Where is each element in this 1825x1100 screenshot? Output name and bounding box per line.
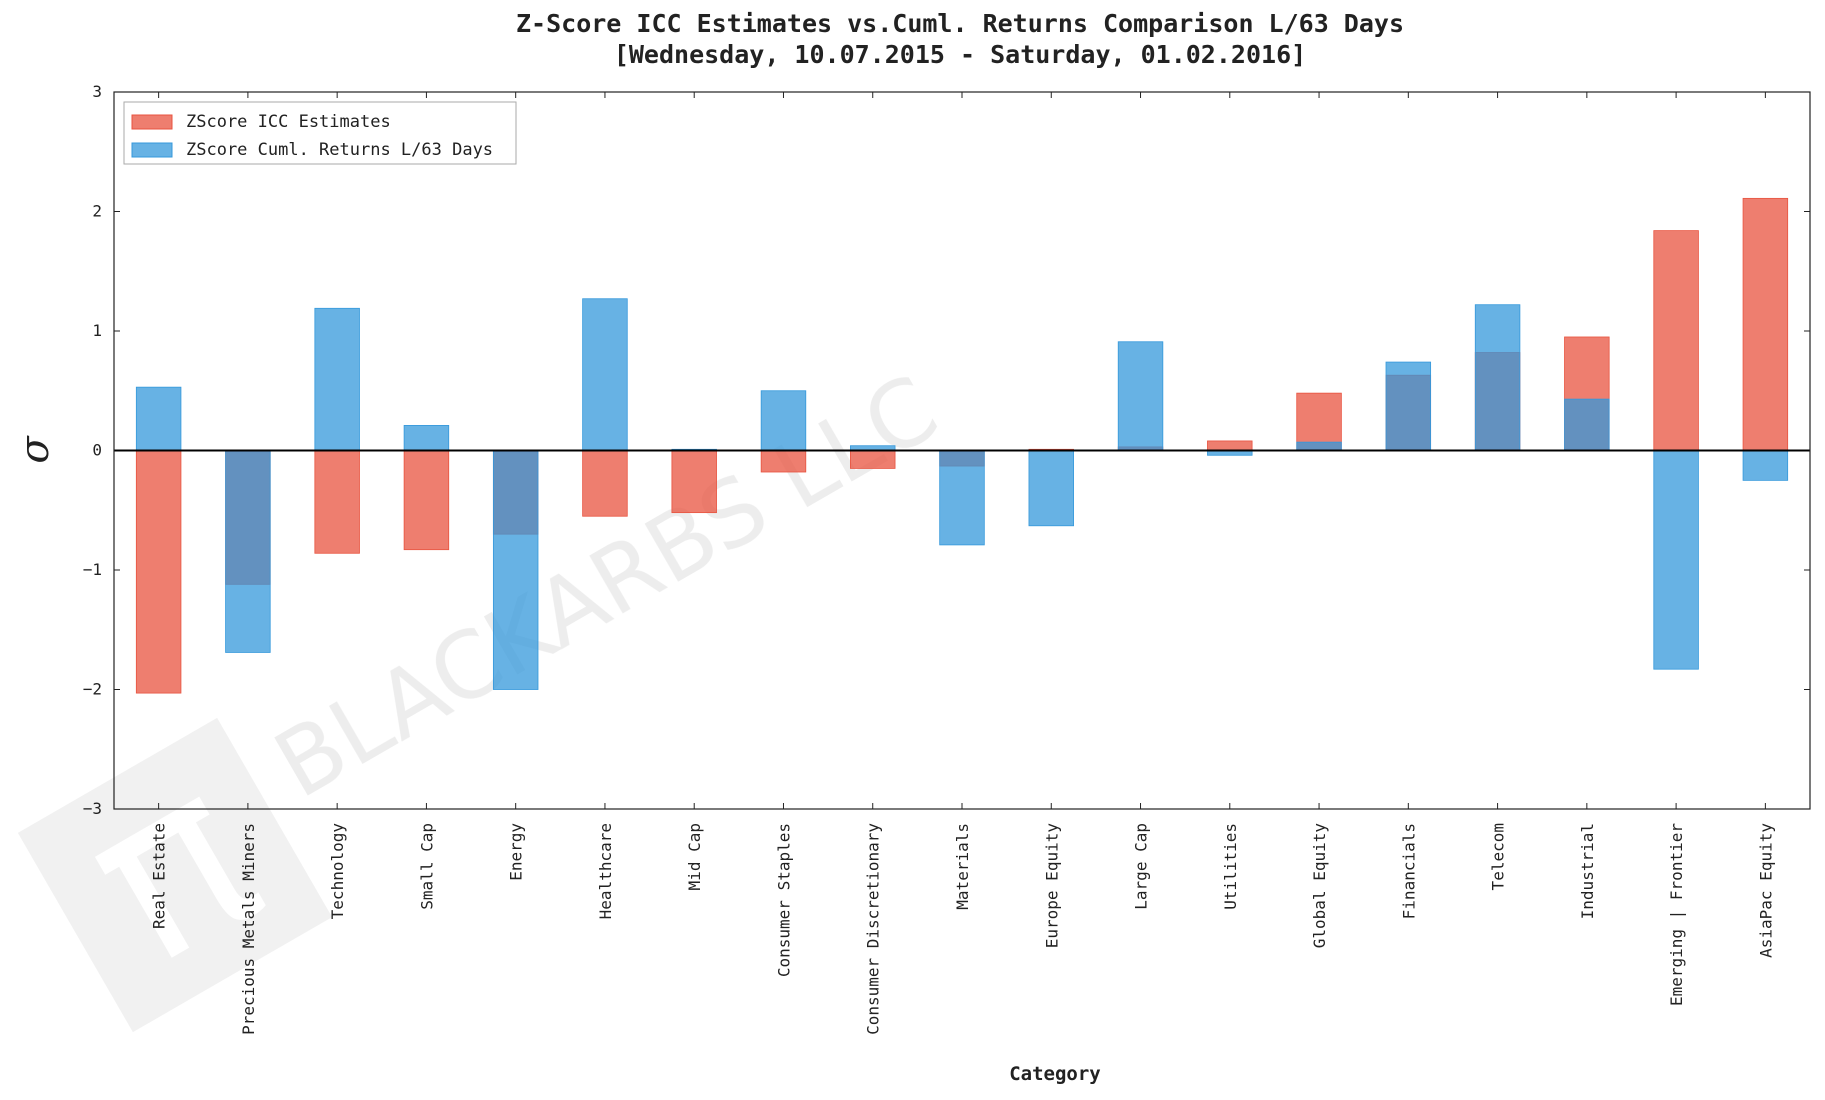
x-tick-label: Real Estate	[150, 823, 169, 929]
bar	[1653, 450, 1699, 670]
bar	[1117, 341, 1164, 451]
x-tick-label: Financials	[1399, 823, 1418, 919]
bar	[939, 450, 985, 546]
bar	[1028, 450, 1074, 527]
y-tick-label: 3	[92, 82, 102, 101]
bar	[314, 450, 360, 554]
y-tick-label: −2	[83, 680, 102, 699]
x-tick-label: AsiaPac Equity	[1756, 823, 1775, 958]
y-tick-label: −3	[83, 799, 102, 818]
bar	[135, 386, 182, 451]
bar	[1296, 392, 1342, 451]
y-tick-label: 1	[92, 321, 102, 340]
bar	[135, 450, 182, 694]
x-tick-label: Europe Equity	[1042, 823, 1061, 949]
legend-swatch	[131, 114, 173, 130]
x-tick-label: Large Cap	[1132, 823, 1151, 910]
bar	[1207, 440, 1253, 451]
x-tick-label: Utilities	[1221, 823, 1240, 910]
bar	[225, 450, 271, 653]
x-axis-label: Category	[1009, 1063, 1101, 1085]
legend-frame	[123, 101, 517, 165]
chart-title: Z-Score ICC Estimates vs.Cuml. Returns C…	[516, 9, 1404, 38]
x-tick-label: Technology	[328, 823, 347, 920]
bar	[1564, 398, 1610, 451]
x-tick-label: Precious Metals Miners	[239, 823, 258, 1035]
legend-label: ZScore ICC Estimates	[186, 112, 391, 132]
bar	[1385, 361, 1432, 451]
bar	[1742, 450, 1789, 481]
x-tick-label: Telecom	[1489, 823, 1508, 890]
x-tick-label: Materials	[953, 823, 972, 910]
legend-label: ZScore Cuml. Returns L/63 Days	[186, 140, 493, 160]
bar	[1474, 304, 1521, 451]
bar	[582, 298, 628, 451]
bar	[1653, 230, 1699, 451]
bar	[403, 450, 450, 551]
legend: ZScore ICC Estimates ZScore Cuml. Returns…	[123, 101, 517, 165]
bar	[582, 450, 628, 517]
bar	[403, 425, 450, 451]
y-tick-label: 0	[92, 441, 102, 460]
chart-subtitle: [Wednesday, 10.07.2015 - Saturday, 01.02…	[614, 40, 1306, 69]
x-tick-label: Energy	[507, 823, 526, 881]
bar	[850, 450, 896, 469]
legend-swatch	[131, 142, 173, 158]
x-tick-label: Global Equity	[1310, 823, 1329, 949]
y-axis-label: σ	[12, 435, 58, 464]
x-tick-label: Consumer Discretionary	[864, 823, 883, 1035]
y-tick-label: −1	[83, 560, 102, 579]
watermark-logo-box	[17, 717, 333, 1033]
plot-frame	[113, 91, 1811, 810]
bar	[314, 307, 360, 451]
x-tick-label: Mid Cap	[685, 823, 704, 890]
bar	[1296, 441, 1342, 451]
bar	[760, 450, 807, 473]
y-tick-label: 2	[92, 202, 102, 221]
x-tick-label: Healthcare	[596, 823, 615, 919]
x-tick-label: Industrial	[1578, 823, 1597, 919]
bar	[671, 450, 717, 514]
bar	[760, 390, 807, 451]
x-tick-label: Consumer Staples	[774, 823, 793, 977]
x-tick-label: Small Cap	[417, 823, 436, 910]
bar	[1742, 197, 1789, 451]
x-tick-label: Emerging | Frontier	[1667, 823, 1686, 1006]
bar	[492, 450, 539, 690]
